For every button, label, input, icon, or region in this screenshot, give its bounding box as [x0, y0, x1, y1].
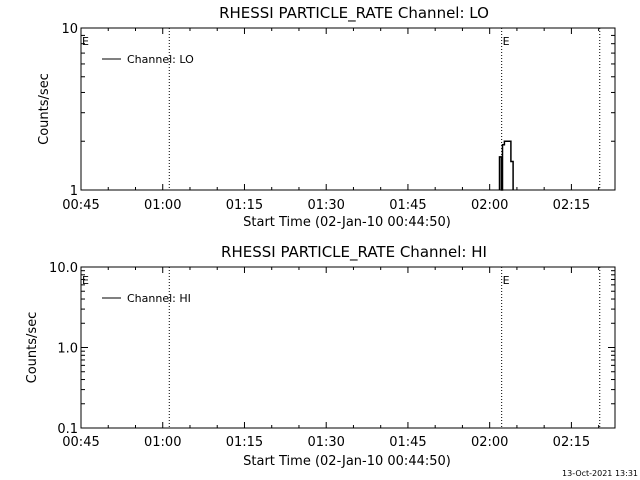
y-tick-label: 10 — [61, 22, 78, 37]
x-tick-label: 01:00 — [144, 198, 181, 213]
chart-hi: RHESSI PARTICLE_RATE Channel: HI 00:45 01:… — [25, 243, 616, 469]
y-tick-label: 1 — [70, 184, 78, 199]
y-tick-label: 1.0 — [57, 342, 78, 357]
x-axis-label: Start Time (02-Jan-10 00:44:50) — [243, 454, 451, 469]
y-tick-label: 10.0 — [49, 261, 78, 276]
time-marker-label: E — [503, 274, 510, 287]
time-marker-label: E — [503, 35, 510, 48]
footer-timestamp: 13-Oct-2021 13:31 — [562, 469, 638, 478]
x-tick-label: 00:45 — [62, 435, 99, 450]
legend-label: Channel: LO — [127, 53, 194, 66]
x-tick-label: 01:30 — [307, 435, 344, 450]
y-tick-label: 0.1 — [57, 422, 78, 437]
chart-lo: RHESSI PARTICLE_RATE Channel: LO 00:45 01:… — [37, 4, 616, 230]
x-tick-label: 01:45 — [389, 435, 426, 450]
series-line — [498, 140, 514, 191]
x-tick-label: 02:00 — [471, 198, 508, 213]
y-axis-label: Counts/sec — [37, 73, 52, 145]
legend-label: Channel: HI — [127, 292, 191, 305]
plot-frame — [80, 27, 616, 191]
x-tick-label: 01:45 — [389, 198, 426, 213]
x-axis-label: Start Time (02-Jan-10 00:44:50) — [243, 215, 451, 230]
x-tick-label: 01:30 — [307, 198, 344, 213]
x-tick-label: 00:45 — [62, 198, 99, 213]
chart-title: RHESSI PARTICLE_RATE Channel: HI — [221, 243, 487, 262]
chart-title: RHESSI PARTICLE_RATE Channel: LO — [219, 4, 489, 23]
left-edge-marker-label: E — [82, 274, 89, 287]
x-tick-label: 02:15 — [553, 198, 590, 213]
x-tick-label: 02:00 — [471, 435, 508, 450]
y-axis-label: Counts/sec — [25, 312, 40, 384]
left-edge-marker-label: E — [82, 35, 89, 48]
x-tick-label: 01:00 — [144, 435, 181, 450]
x-tick-label: 01:15 — [226, 435, 263, 450]
x-tick-label: 02:15 — [553, 435, 590, 450]
x-tick-label: 01:15 — [226, 198, 263, 213]
